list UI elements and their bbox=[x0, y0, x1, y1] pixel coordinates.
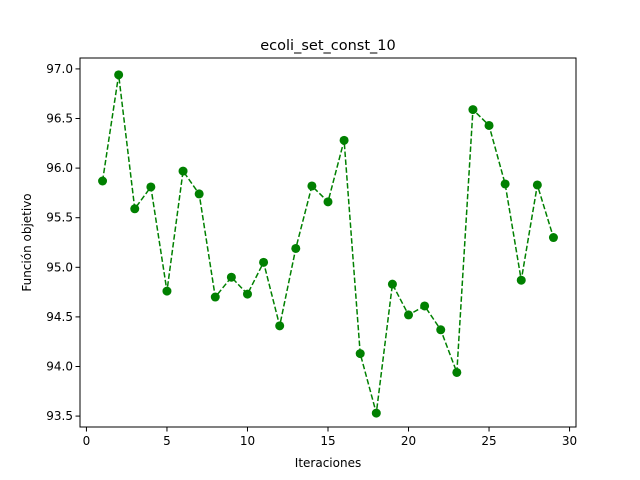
data-point bbox=[162, 286, 172, 296]
data-point bbox=[468, 105, 478, 115]
y-tick-label: 97.0 bbox=[46, 62, 73, 76]
data-point bbox=[404, 310, 414, 320]
data-point bbox=[436, 325, 446, 335]
y-tick-label: 95.0 bbox=[46, 260, 73, 274]
data-point bbox=[452, 367, 462, 377]
data-point bbox=[307, 181, 317, 191]
data-point bbox=[114, 70, 124, 80]
y-tick-label: 94.0 bbox=[46, 359, 73, 373]
x-tick-label: 10 bbox=[240, 434, 255, 448]
data-point bbox=[516, 275, 526, 285]
x-tick-label: 30 bbox=[562, 434, 577, 448]
x-tick-label: 5 bbox=[163, 434, 171, 448]
y-axis: 93.5 94.0 94.5 95.0 95.5 96.0 96.5 97.0 bbox=[46, 62, 80, 423]
y-axis-label: Función objetivo bbox=[20, 193, 34, 291]
data-point bbox=[226, 272, 236, 282]
x-tick-label: 15 bbox=[320, 434, 335, 448]
y-tick-label: 93.5 bbox=[46, 409, 73, 423]
data-point bbox=[291, 243, 301, 253]
y-tick-label: 96.0 bbox=[46, 161, 73, 175]
data-point bbox=[387, 279, 397, 289]
y-tick-label: 96.5 bbox=[46, 112, 73, 126]
x-tick-label: 25 bbox=[481, 434, 496, 448]
x-axis-label: Iteraciones bbox=[295, 456, 361, 470]
x-tick-label: 0 bbox=[83, 434, 91, 448]
data-point bbox=[323, 197, 333, 207]
data-point bbox=[275, 321, 285, 331]
data-point bbox=[548, 233, 558, 243]
data-point bbox=[355, 349, 365, 359]
data-point bbox=[178, 166, 188, 176]
data-point bbox=[210, 292, 220, 302]
data-point bbox=[242, 289, 252, 299]
data-point bbox=[532, 180, 542, 190]
data-point bbox=[500, 179, 510, 189]
data-point bbox=[420, 301, 430, 311]
plot-area bbox=[98, 70, 558, 418]
data-point bbox=[484, 120, 494, 130]
data-point bbox=[339, 135, 349, 145]
data-point bbox=[259, 257, 269, 267]
data-point bbox=[371, 408, 381, 418]
data-point bbox=[98, 176, 108, 186]
data-point bbox=[130, 204, 140, 214]
chart-title: ecoli_set_const_10 bbox=[260, 38, 395, 54]
x-axis: 0 5 10 15 20 25 30 bbox=[83, 427, 577, 448]
y-tick-label: 94.5 bbox=[46, 310, 73, 324]
x-tick-label: 20 bbox=[401, 434, 416, 448]
data-point bbox=[194, 189, 204, 199]
y-tick-label: 95.5 bbox=[46, 211, 73, 225]
data-point bbox=[146, 182, 156, 192]
